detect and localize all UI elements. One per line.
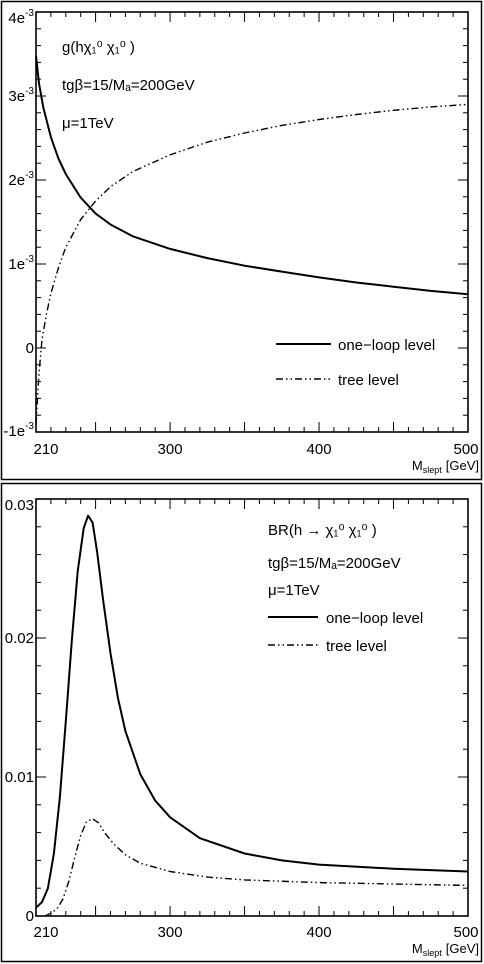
y-tick-label: 0 [26, 340, 34, 357]
y-tick-label: -1e-3 [3, 421, 34, 440]
y-tick-label-base: -1e [3, 423, 25, 440]
ticks-top [35, 12, 469, 433]
x-axis-label-unit: [GeV] [446, 458, 479, 473]
y-tick-label: 0 [26, 908, 34, 925]
y-tick-label-base: 0 [26, 340, 34, 357]
y-tick-label: 0.02 [5, 630, 34, 647]
ticks-bottom [35, 499, 469, 917]
x-axis-label-main: M [412, 458, 423, 473]
panel-frame-bottom [0, 482, 483, 963]
y-tick-label-exponent: -3 [25, 421, 34, 432]
plot-area-top [35, 11, 469, 433]
x-tick-labels-top: 210 300 400 500 [33, 441, 478, 458]
series-line-one-loop [35, 514, 469, 909]
y-tick-label-base: 3e [8, 88, 25, 105]
y-tick-label: 2e-3 [8, 170, 34, 189]
y-tick-label: 1e-3 [8, 254, 34, 273]
y-tick-labels-bottom: 0 0.01 0.02 0.03 [5, 497, 34, 925]
y-tick-label-base: 0.03 [5, 497, 34, 514]
plot-area-bottom [35, 498, 469, 917]
chart-title-line-2: tgβ=15/Mₐ=200GeV [62, 77, 195, 94]
x-tick-label: 300 [158, 924, 183, 941]
chart-title-line-1: g(hχ₁⁰ χ₁⁰ ) [62, 39, 135, 56]
x-axis-label-sub: slept [423, 948, 443, 958]
x-axis-label-bottom: Mslept [GeV] [412, 941, 479, 958]
x-tick-label: 400 [307, 924, 332, 941]
chart-title-line-3: μ=1TeV [62, 115, 114, 132]
y-tick-label-exponent: -3 [25, 8, 34, 19]
chart-title-line-2: tgβ=15/Mₐ=200GeV [268, 555, 401, 572]
y-tick-label: 3e-3 [8, 86, 34, 105]
series-bottom [35, 514, 469, 917]
y-tick-label-exponent: -3 [25, 170, 34, 181]
x-tick-label: 500 [453, 441, 478, 458]
y-tick-label-exponent: -3 [25, 86, 34, 97]
x-axis-label-unit: [GeV] [446, 941, 479, 956]
legend-label-one-loop: one−loop level [326, 610, 423, 627]
chart-title-line-3: μ=1TeV [268, 582, 320, 599]
x-axis-label-sub: slept [423, 465, 443, 475]
x-tick-label: 500 [453, 924, 478, 941]
series-top [35, 55, 469, 424]
series-line-tree [35, 103, 469, 424]
x-axis-label-main: M [412, 941, 423, 956]
x-tick-label: 210 [33, 441, 58, 458]
legend-label-tree: tree level [326, 638, 387, 655]
legend-label-tree: tree level [338, 372, 399, 389]
panel-frame-top [0, 0, 483, 481]
y-tick-label-exponent: -3 [25, 254, 34, 265]
y-tick-label: 0.03 [5, 497, 34, 514]
chart-bottom: 0 0.01 0.02 0.03 210 300 400 500 Mslept [GeV] B… [5, 497, 479, 958]
y-tick-label-base: 2e [8, 172, 25, 189]
y-tick-label: 0.01 [5, 769, 34, 786]
legend-label-one-loop: one−loop level [338, 337, 435, 354]
y-tick-label-base: 1e [8, 256, 25, 273]
x-tick-labels-bottom: 210 300 400 500 [33, 924, 478, 941]
y-tick-label-base: 4e [8, 10, 25, 27]
x-tick-label: 210 [33, 924, 58, 941]
x-tick-label: 300 [158, 441, 183, 458]
legend-bottom: one−loop level tree level [268, 610, 423, 655]
y-tick-label-base: 0 [26, 908, 34, 925]
y-tick-label: 4e-3 [8, 8, 34, 27]
series-line-one-loop [35, 55, 469, 296]
series-line-tree [44, 818, 469, 917]
chart-title-line-1: BR(h → χ₁⁰ χ₁⁰ ) [268, 522, 377, 539]
legend-top: one−loop level tree level [276, 337, 435, 389]
x-tick-label: 400 [307, 441, 332, 458]
y-tick-label-base: 0.02 [5, 630, 34, 647]
y-tick-label-base: 0.01 [5, 769, 34, 786]
x-axis-label-top: Mslept [GeV] [412, 458, 479, 475]
